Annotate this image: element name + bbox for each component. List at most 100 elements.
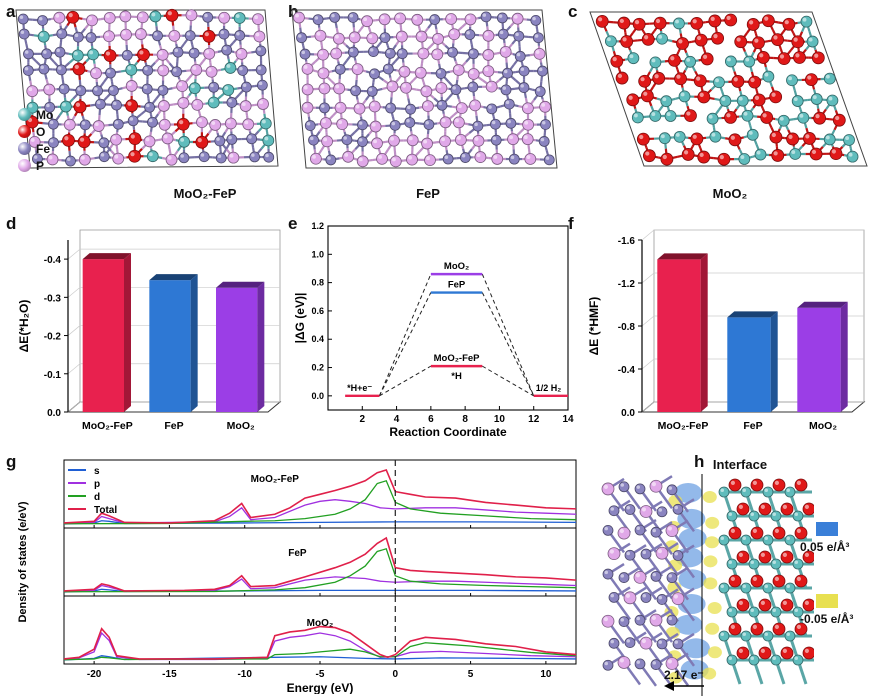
atom bbox=[642, 149, 656, 163]
atom bbox=[378, 13, 391, 26]
y-axis-label: ΔE (*HMF) bbox=[587, 297, 601, 356]
atom bbox=[234, 30, 246, 41]
grid-line bbox=[641, 358, 655, 370]
atom-highlight bbox=[343, 136, 347, 140]
y-tick-label: 1.0 bbox=[311, 249, 324, 259]
atom-highlight bbox=[510, 155, 515, 160]
caption-fep: FeP bbox=[416, 186, 440, 201]
atom bbox=[624, 504, 636, 515]
charge-depletion-blob bbox=[707, 602, 722, 615]
atom-highlight bbox=[815, 114, 820, 119]
atom-highlight bbox=[422, 87, 427, 92]
atom bbox=[804, 73, 818, 87]
legend-item-p: P bbox=[18, 157, 78, 174]
atom bbox=[304, 120, 316, 131]
atom bbox=[810, 93, 823, 105]
atom-highlight bbox=[476, 153, 481, 158]
x-tick-label: 6 bbox=[428, 414, 434, 425]
atom-highlight bbox=[752, 480, 757, 485]
atom bbox=[800, 15, 813, 28]
atom bbox=[112, 118, 124, 130]
x-category-label: FeP bbox=[164, 420, 183, 432]
atom bbox=[321, 135, 333, 148]
atom-highlight bbox=[400, 67, 405, 72]
atom-highlight bbox=[794, 512, 798, 516]
atom-highlight bbox=[77, 87, 81, 91]
atom bbox=[634, 658, 646, 670]
atom-highlight bbox=[107, 69, 111, 74]
atom-highlight bbox=[636, 485, 640, 489]
dos-curve-p bbox=[63, 631, 577, 661]
bar-0-top bbox=[657, 253, 708, 260]
grid-line bbox=[67, 287, 81, 298]
atom-highlight bbox=[303, 65, 308, 69]
atom-highlight bbox=[760, 552, 765, 557]
atom bbox=[684, 55, 697, 68]
atom-highlight bbox=[145, 137, 150, 142]
atom bbox=[218, 28, 230, 40]
atom bbox=[770, 654, 782, 666]
structure-moo2-fep bbox=[15, 8, 279, 169]
atom bbox=[454, 133, 467, 146]
atom-highlight bbox=[738, 648, 743, 653]
atom bbox=[791, 35, 805, 49]
atom-highlight bbox=[542, 120, 546, 125]
atom-highlight bbox=[321, 104, 325, 108]
atom bbox=[760, 111, 774, 124]
atom bbox=[615, 71, 629, 85]
atom bbox=[301, 83, 314, 96]
atom-highlight bbox=[754, 38, 759, 43]
atom bbox=[784, 486, 796, 498]
atom bbox=[111, 99, 122, 111]
atom-highlight bbox=[804, 504, 809, 509]
charge-accumulation-blob bbox=[678, 528, 707, 549]
dashed-connector bbox=[379, 365, 534, 397]
atom-highlight bbox=[80, 155, 85, 160]
atom bbox=[758, 502, 772, 516]
x-tick-label: 8 bbox=[462, 414, 468, 425]
atom-highlight bbox=[178, 82, 183, 87]
state-label-initial: *H+e⁻ bbox=[347, 383, 372, 393]
panel-label-d: d bbox=[6, 214, 17, 233]
bar-1-front bbox=[149, 280, 191, 412]
atom-highlight bbox=[634, 20, 640, 25]
atom bbox=[772, 622, 786, 636]
atom-highlight bbox=[788, 134, 793, 139]
atom-highlight bbox=[796, 528, 801, 533]
atom bbox=[786, 132, 799, 146]
atom bbox=[369, 68, 380, 80]
atom-highlight bbox=[173, 68, 177, 72]
atom-highlight bbox=[784, 20, 789, 25]
atom-highlight bbox=[796, 480, 801, 485]
atom bbox=[752, 93, 766, 107]
atom-highlight bbox=[437, 84, 442, 89]
atom bbox=[263, 151, 275, 163]
atom bbox=[802, 502, 814, 516]
atom bbox=[37, 30, 50, 43]
atom-highlight bbox=[121, 12, 126, 17]
atom bbox=[608, 637, 620, 649]
atom bbox=[429, 14, 441, 25]
atom bbox=[398, 65, 411, 78]
atom bbox=[178, 135, 190, 148]
atom-highlight bbox=[657, 548, 662, 554]
atom bbox=[811, 51, 825, 65]
atom-highlight bbox=[762, 113, 767, 118]
atom bbox=[17, 13, 29, 25]
atom bbox=[602, 659, 614, 671]
atom bbox=[205, 65, 218, 78]
atom bbox=[784, 582, 796, 594]
atom-highlight bbox=[454, 66, 459, 70]
atom bbox=[184, 30, 196, 41]
atom-highlight bbox=[738, 96, 743, 101]
atom bbox=[601, 614, 615, 628]
atom-highlight bbox=[680, 92, 685, 97]
atom bbox=[508, 153, 520, 165]
atom bbox=[649, 110, 662, 122]
atom-highlight bbox=[728, 608, 732, 612]
atom-highlight bbox=[100, 139, 104, 143]
atom-highlight bbox=[658, 34, 663, 39]
atom bbox=[423, 119, 435, 130]
atom-highlight bbox=[419, 49, 424, 54]
atom bbox=[620, 35, 634, 48]
